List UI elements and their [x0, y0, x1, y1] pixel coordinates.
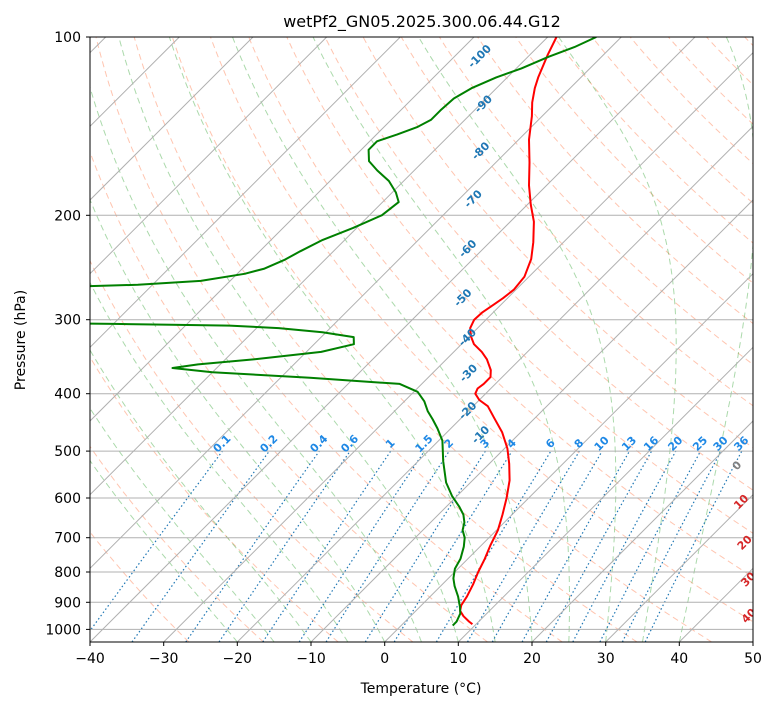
- mixing-ratio-line: [491, 450, 603, 642]
- isotherm-gridline: [90, 37, 475, 422]
- mixing-ratio-line: [572, 450, 677, 642]
- y-tick-label: 800: [54, 565, 81, 581]
- dry-adiabat-line: [324, 37, 753, 491]
- y-tick-label: 100: [54, 30, 81, 46]
- x-tick-label: 10: [449, 651, 467, 667]
- mixing-ratio-line: [131, 450, 270, 642]
- x-tick-label: 20: [523, 651, 541, 667]
- moist-adiabat-line: [90, 459, 238, 642]
- dry-adiabat-line: [248, 37, 753, 578]
- moist-adiabat-line: [90, 407, 275, 642]
- y-axis-label: Pressure (hPa): [13, 290, 29, 390]
- isotherm-gridline: [384, 272, 753, 642]
- dry-adiabat-line: [171, 37, 712, 642]
- x-tick-label: 30: [597, 651, 615, 667]
- dry-adiabat-line: [90, 259, 414, 642]
- temperature-profile-line: [459, 37, 558, 625]
- x-tick-label: −30: [149, 651, 179, 667]
- dry-adiabat-line: [629, 37, 753, 165]
- dry-adiabat-line: [95, 37, 563, 642]
- moist-adiabat-line: [90, 281, 349, 642]
- y-tick-label: 900: [54, 595, 81, 611]
- mixing-ratio-line: [435, 450, 552, 642]
- x-tick-label: −10: [296, 651, 326, 667]
- plot-area: [90, 37, 753, 642]
- dry-adiabat-line: [133, 37, 638, 642]
- y-tick-label: 700: [54, 531, 81, 547]
- x-tick-label: −20: [223, 651, 253, 667]
- isotherm-gridline: [605, 493, 753, 642]
- dry-adiabat-line: [210, 37, 753, 623]
- dry-adiabat-line: [90, 445, 264, 642]
- moist-adiabat-line: [118, 37, 459, 642]
- isotherm-gridline: [90, 37, 622, 570]
- mixing-ratio-line: [90, 450, 223, 632]
- isotherm-gridline: [90, 37, 696, 642]
- dry-adiabat-line: [591, 37, 753, 204]
- plot-frame: [89, 36, 754, 643]
- x-axis-label: Temperature (°C): [360, 681, 482, 697]
- y-tick-label: 200: [54, 208, 81, 224]
- moist-adiabat-line: [231, 37, 533, 642]
- y-tick-label: 300: [54, 313, 81, 329]
- isotherm-gridline: [163, 51, 753, 642]
- isotherm-gridline: [236, 125, 753, 642]
- isotherm-gridline: [90, 37, 549, 496]
- y-tick-label: 600: [54, 491, 81, 507]
- moist-adiabat-line: [90, 198, 386, 642]
- moist-adiabat-line: [418, 37, 617, 642]
- moist-adiabat-line: [678, 37, 753, 642]
- dry-adiabat-line: [515, 37, 753, 284]
- mixing-ratio-line: [364, 450, 486, 642]
- x-tick-label: 0: [380, 651, 389, 667]
- mixing-ratio-line: [393, 450, 513, 642]
- isotherm-gridline: [457, 346, 753, 642]
- isotherm-gridline: [90, 37, 401, 349]
- chart-title: wetPf2_GN05.2025.300.06.44.G12: [283, 12, 561, 32]
- mixing-ratio-line: [218, 450, 351, 642]
- axes: −40 −30 −20 −10 0 10 20 30 40 50 1000 900 800 700 600 5…: [45, 30, 762, 667]
- isotherm-gridline: [90, 37, 254, 201]
- y-tick-label: 1000: [45, 622, 81, 638]
- moist-adiabat-line: [90, 85, 422, 642]
- y-tick-label: 400: [54, 387, 81, 403]
- isotherm-gridline: [90, 37, 328, 275]
- moist-adiabat-line: [558, 37, 677, 642]
- isotherm-gridline: [310, 199, 753, 642]
- dry-adiabat-line: [400, 37, 753, 407]
- mixing-ratio-line: [521, 450, 631, 642]
- x-tick-label: 50: [744, 651, 762, 667]
- mixing-ratio-line: [325, 450, 450, 642]
- y-tick-label: 500: [54, 444, 81, 460]
- mixing-ratio-line: [466, 450, 580, 642]
- x-tick-label: 40: [670, 651, 688, 667]
- dry-adiabat-line: [477, 37, 753, 325]
- x-tick-label: −40: [75, 651, 105, 667]
- mixing-ratio-line: [185, 450, 320, 642]
- moist-adiabat-line: [168, 37, 496, 642]
- isotherm-gridline: [531, 420, 753, 642]
- dewpoint-profile-line: [90, 37, 597, 627]
